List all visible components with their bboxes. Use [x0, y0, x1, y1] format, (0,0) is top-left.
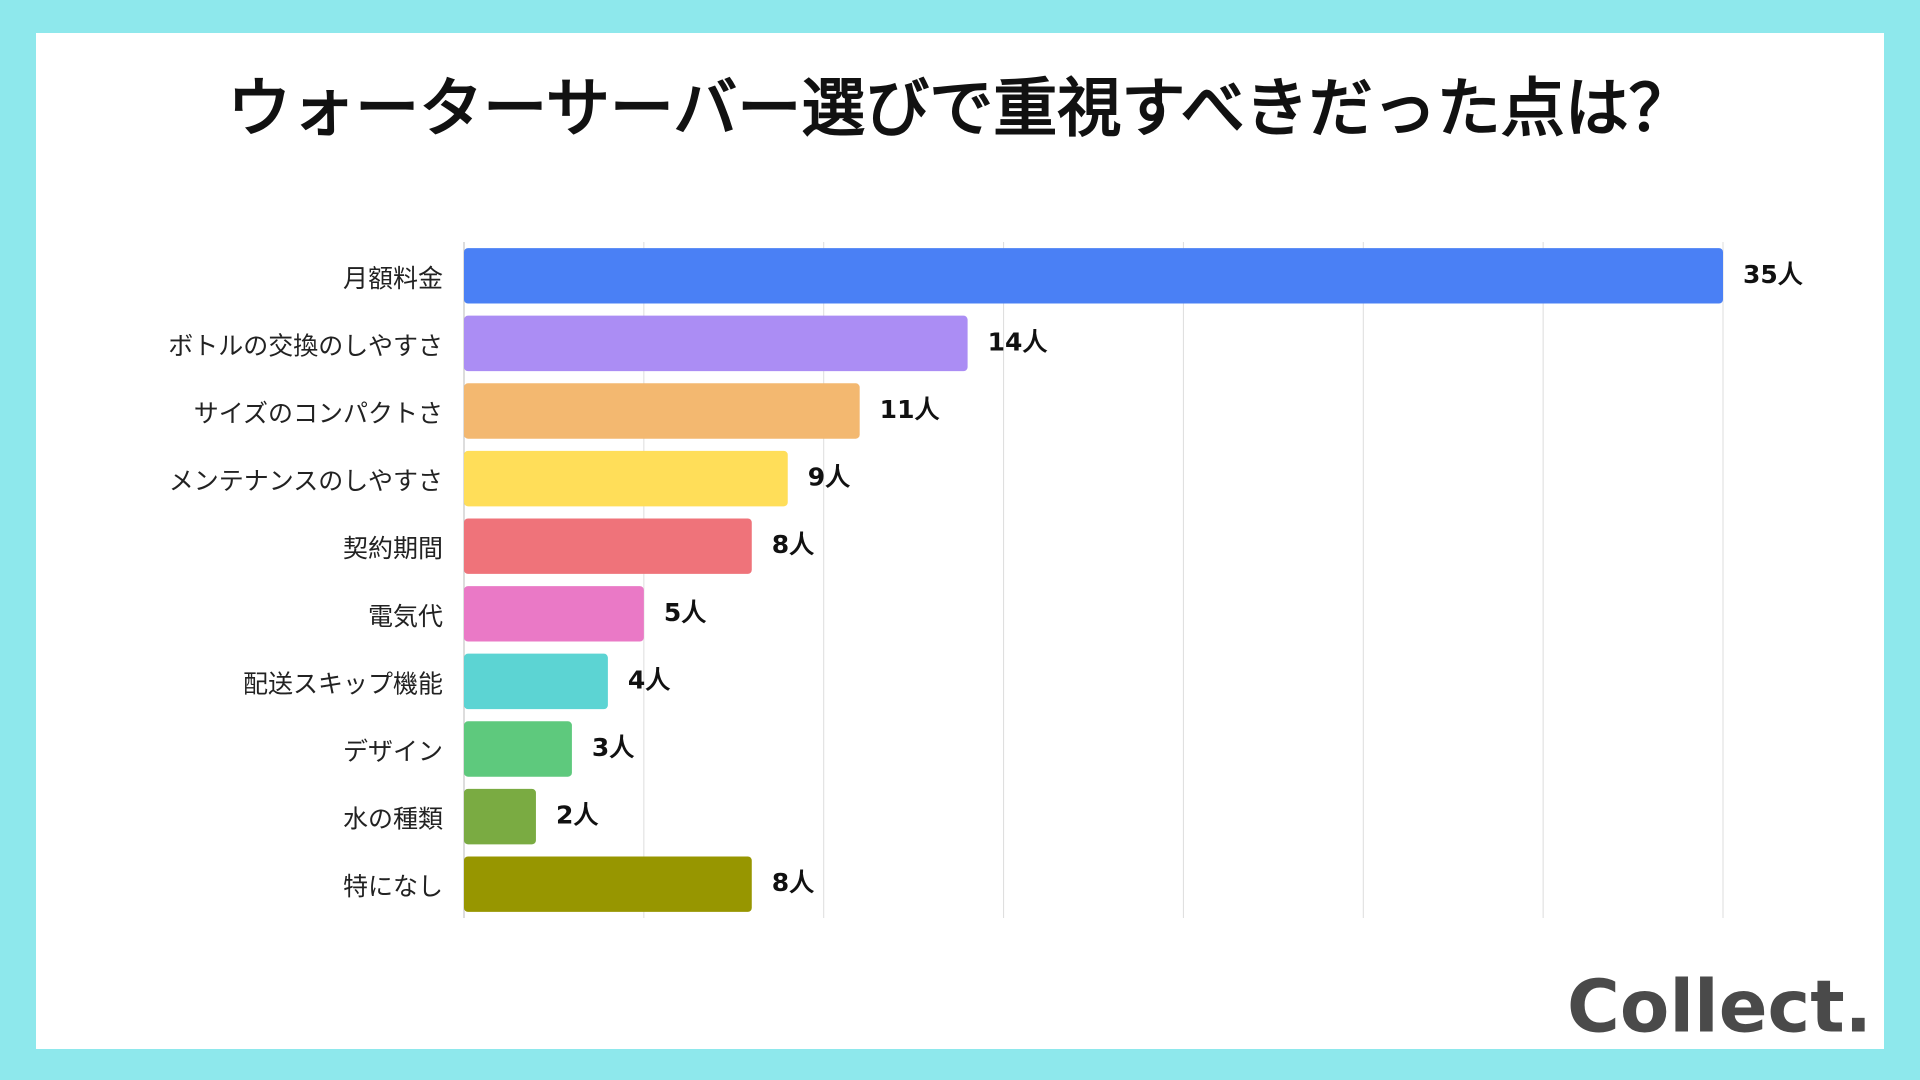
- bar: [464, 721, 572, 777]
- y-tick-label: 特になし: [343, 872, 443, 901]
- bar: [464, 315, 968, 372]
- value-label: 3人: [592, 733, 634, 762]
- value-label: 14人: [988, 327, 1048, 356]
- y-tick-label: メンテナンスのしやすさ: [169, 467, 443, 496]
- y-tick-label: 電気代: [368, 602, 443, 631]
- value-label: 5人: [664, 598, 706, 627]
- bar: [464, 586, 644, 642]
- value-label: 35人: [1743, 260, 1803, 289]
- bar: [464, 856, 752, 912]
- brand: Collect.: [1567, 965, 1872, 1049]
- bar: [464, 383, 860, 439]
- panel: [36, 33, 1884, 1049]
- chart-title: ウォーターサーバー選びで重視すべきだった点は？: [227, 73, 1693, 147]
- bar: [464, 788, 536, 845]
- bar: [464, 653, 608, 710]
- y-tick-label: 契約期間: [343, 534, 443, 563]
- bar: [464, 450, 788, 507]
- value-label: 11人: [880, 395, 940, 424]
- bar: [464, 248, 1723, 304]
- y-tick-label: デザイン: [343, 737, 443, 766]
- value-label: 4人: [628, 665, 670, 694]
- bar: [464, 518, 752, 574]
- value-label: 2人: [556, 801, 598, 830]
- value-label: 9人: [808, 463, 850, 492]
- y-tick-label: サイズのコンパクトさ: [194, 399, 443, 428]
- y-tick-label: ボトルの交換のしやすさ: [168, 331, 443, 360]
- y-tick-label: 配送スキップ機能: [243, 669, 443, 698]
- value-label: 8人: [772, 868, 814, 897]
- y-tick-label: 水の種類: [343, 805, 443, 834]
- y-tick-label: 月額料金: [343, 264, 443, 293]
- value-label: 8人: [772, 530, 814, 559]
